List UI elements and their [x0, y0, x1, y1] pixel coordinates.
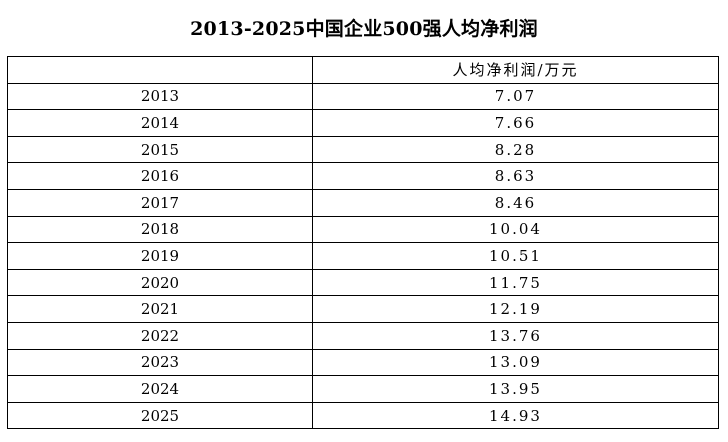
value-cell: 10.51: [312, 242, 719, 270]
table-row: 2014 7.66: [7, 109, 719, 137]
year-cell: 2017: [7, 188, 313, 217]
table-body: 2013 7.07 2014 7.66 2015 8.28 2016 8.63 …: [7, 82, 719, 430]
table-row: 2025 14.93: [7, 401, 719, 430]
table-row: 2021 12.19: [7, 295, 719, 323]
year-cell: 2019: [7, 242, 313, 270]
header-row: 人均净利润/万元: [7, 56, 719, 84]
table-row: 2020 11.75: [7, 268, 719, 297]
year-cell: 2014: [7, 109, 313, 137]
table-row: 2023 13.09: [7, 348, 719, 377]
value-cell: 12.19: [312, 295, 719, 323]
value-cell: 8.46: [312, 188, 719, 217]
year-cell: 2018: [7, 215, 313, 244]
table-row: 2013 7.07: [7, 82, 719, 111]
value-cell: 13.76: [312, 321, 719, 350]
table-row: 2022 13.76: [7, 321, 719, 350]
value-cell: 7.66: [312, 109, 719, 137]
value-cell: 8.28: [312, 135, 719, 164]
year-cell: 2023: [7, 348, 313, 377]
year-cell: 2022: [7, 321, 313, 350]
table-row: 2016 8.63: [7, 162, 719, 190]
year-cell: 2016: [7, 162, 313, 190]
table-row: 2017 8.46: [7, 188, 719, 217]
value-cell: 8.63: [312, 162, 719, 190]
year-cell: 2013: [7, 82, 313, 111]
value-cell: 13.95: [312, 375, 719, 403]
table-row: 2024 13.95: [7, 375, 719, 403]
year-cell: 2025: [7, 401, 313, 430]
table-row: 2019 10.51: [7, 242, 719, 270]
year-cell: 2024: [7, 375, 313, 403]
value-cell: 10.04: [312, 215, 719, 244]
table-row: 2018 10.04: [7, 215, 719, 244]
table-row: 2015 8.28: [7, 135, 719, 164]
table-header: 人均净利润/万元: [7, 56, 719, 84]
header-year: [7, 56, 313, 84]
value-cell: 7.07: [312, 82, 719, 111]
header-net-profit-per-capita: 人均净利润/万元: [312, 56, 719, 84]
page-title: 2013-2025中国企业500强人均净利润: [190, 18, 538, 40]
year-cell: 2021: [7, 295, 313, 323]
data-table: 人均净利润/万元 2013 7.07 2014 7.66 2015 8.28 2…: [7, 56, 719, 430]
value-cell: 13.09: [312, 348, 719, 377]
value-cell: 11.75: [312, 268, 719, 297]
year-cell: 2020: [7, 268, 313, 297]
year-cell: 2015: [7, 135, 313, 164]
value-cell: 14.93: [312, 401, 719, 430]
